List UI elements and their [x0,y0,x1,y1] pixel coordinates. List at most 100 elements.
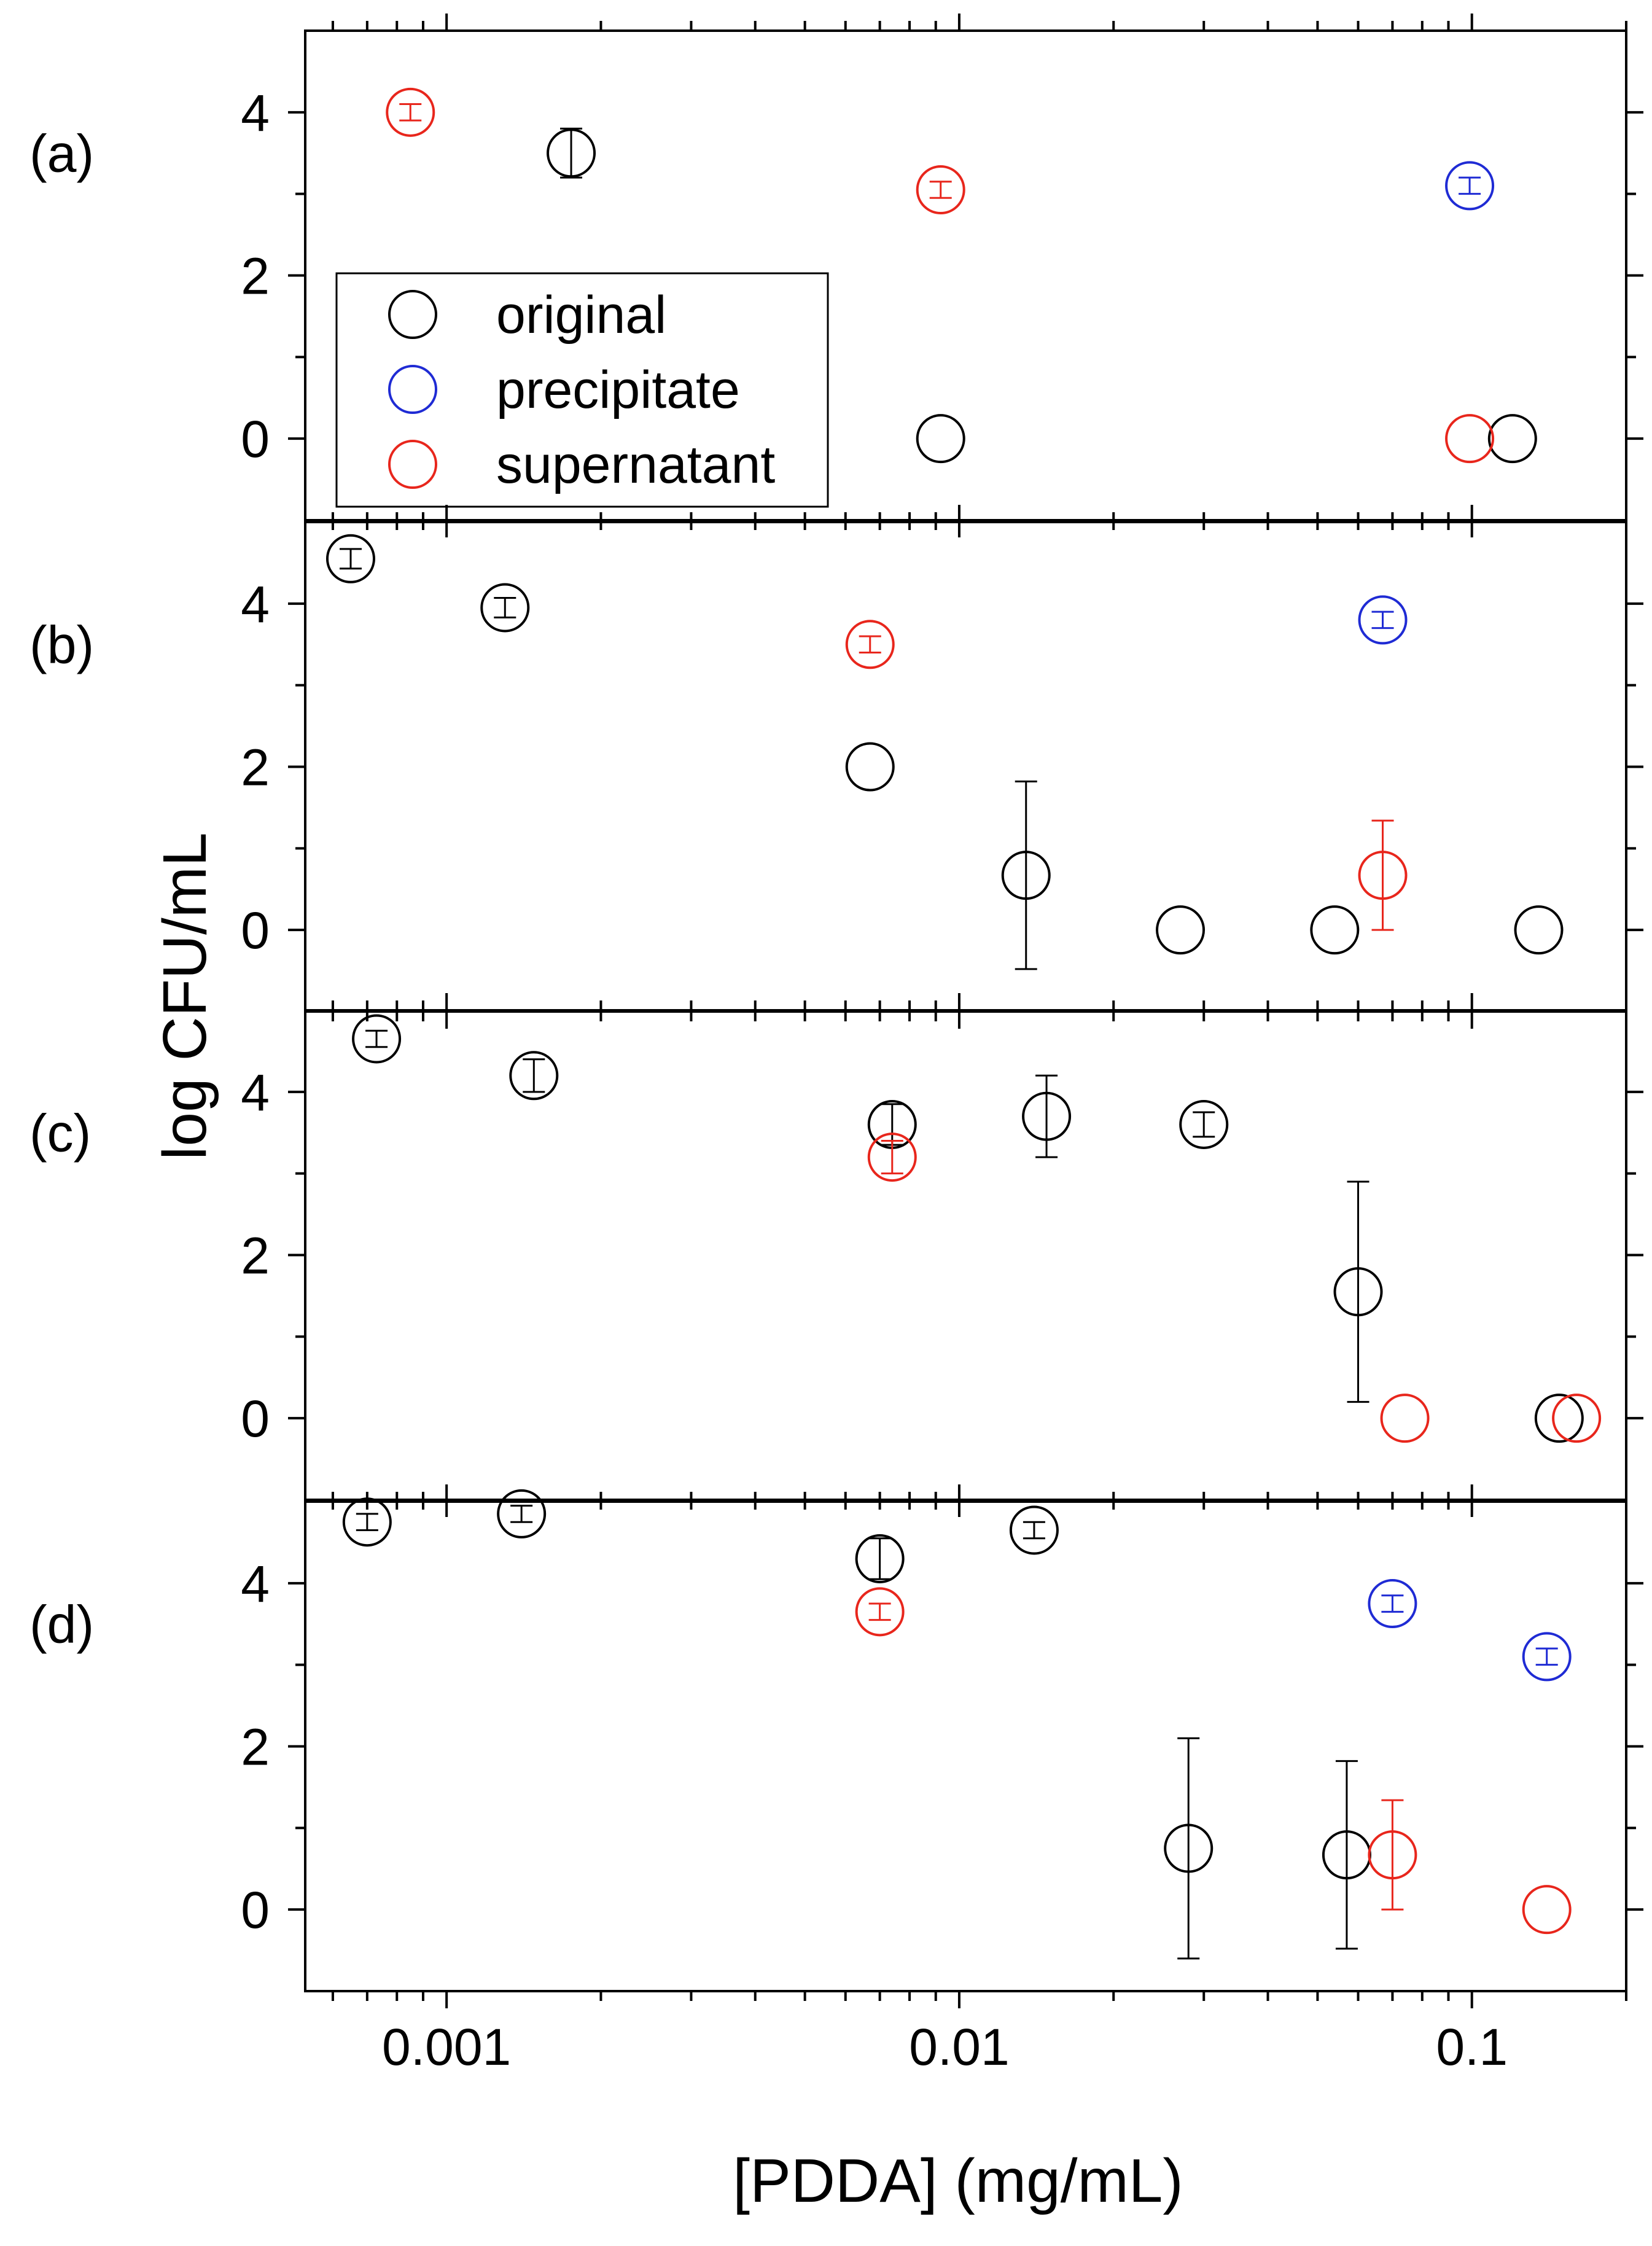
x-tick-label: 0.1 [1436,2018,1508,2076]
data-point-precipitate [1358,595,1408,645]
y-tick-label: 4 [241,84,270,142]
data-point-supernatant [855,1587,905,1637]
data-point-original [1514,905,1564,955]
data-point-supernatant [1368,1799,1417,1911]
data-point-original [916,414,965,464]
panels-layer: 0 2 4 (a) original precipitate supernatant 0 2 4 (… [29,14,1643,2076]
marker-supernatant [1368,1830,1417,1880]
data-point-supernatant [1445,414,1495,464]
data-point-supernatant [867,1133,917,1182]
y-tick-label: 4 [241,1555,270,1613]
data-point-supernatant [1380,1394,1430,1443]
marker-original [497,1489,547,1538]
y-tick-label: 2 [241,248,270,305]
data-point-original [509,1051,559,1101]
legend: original precipitate supernatant [335,272,829,508]
x-axis-label: [PDDA] (mg/mL) [733,2147,1183,2215]
y-tick-label: 0 [241,902,270,959]
marker-original [352,1014,402,1064]
marker-original [855,1534,905,1583]
marker-original [1487,414,1537,464]
y-tick-label: 4 [241,1064,270,1121]
data-point-precipitate [1522,1632,1572,1682]
marker-supernatant [1380,1394,1430,1443]
data-point-precipitate [1368,1579,1417,1629]
y-tick-label: 2 [241,1718,270,1776]
marker-precipitate [1368,1579,1417,1629]
marker-supernatant [1522,1885,1572,1935]
legend-box [335,272,829,508]
marker-supernatant [845,620,895,669]
marker-original [1310,905,1360,955]
data-point-supernatant [845,620,895,669]
data-point-original [845,742,895,792]
marker-supernatant [1358,851,1408,900]
marker-original [1022,1091,1072,1141]
data-point-precipitate [1445,161,1495,211]
marker-supernatant [1552,1394,1602,1443]
data-point-original [1156,905,1206,955]
y-tick-label: 2 [241,1227,270,1285]
marker-original [1009,1505,1059,1555]
data-point-original [547,127,596,179]
marker-supernatant [916,165,965,215]
data-point-original [1534,1394,1584,1443]
data-point-original [1001,780,1051,970]
panel-frame [304,1500,1627,1992]
legend-marker-original [388,290,437,339]
y-tick-label: 0 [241,410,270,468]
data-point-original [480,583,530,633]
data-point-original [342,1497,392,1547]
panel-d: 0 2 4 (d) [29,1484,1643,2008]
marker-original [1514,905,1564,955]
legend-label-precipitate: precipitate [496,361,740,419]
data-point-original [1179,1099,1229,1149]
marker-original [325,534,375,583]
panel-label: (c) [29,1104,91,1163]
data-point-supernatant [1552,1394,1602,1443]
marker-original [1001,851,1051,900]
marker-original [845,742,895,792]
marker-supernatant [1445,414,1495,464]
marker-supernatant [855,1587,905,1637]
x-tick-label: 0.01 [909,2018,1010,2076]
legend-label-supernatant: supernatant [496,435,775,494]
data-point-original [325,534,375,583]
panel-frame [304,1009,1627,1501]
marker-original [1534,1394,1584,1443]
marker-original [916,414,965,464]
y-axis-label: log CFU/mL [150,832,219,1160]
data-point-supernatant [1358,819,1408,931]
marker-precipitate [1358,595,1408,645]
data-point-original [1009,1505,1059,1555]
data-point-original [1022,1074,1072,1158]
y-tick-label: 2 [241,739,270,797]
marker-original [1179,1099,1229,1149]
data-point-original [1310,905,1360,955]
data-point-supernatant [916,165,965,215]
data-point-original [1164,1737,1214,1960]
marker-original [342,1497,392,1547]
data-point-original [1487,414,1537,464]
panel-c: 0 2 4 (c) [29,993,1643,1517]
marker-supernatant [867,1133,917,1182]
y-tick-label: 0 [241,1390,270,1448]
marker-original [1164,1823,1214,1873]
panel-label: (b) [29,615,94,674]
panel-a: 0 2 4 (a) original precipitate supernatant [29,14,1643,537]
data-point-original [855,1534,905,1583]
marker-precipitate [1445,161,1495,211]
y-tick-label: 0 [241,1881,270,1939]
x-tick-label: 0.001 [382,2018,511,2076]
marker-original [1333,1267,1383,1317]
y-tick-label: 4 [241,575,270,633]
legend-marker-precipitate [388,365,437,414]
marker-original [1156,905,1206,955]
panel-label: (d) [29,1595,94,1654]
data-point-original [497,1489,547,1538]
data-point-original [352,1014,402,1064]
data-point-supernatant [1522,1885,1572,1935]
marker-precipitate [1522,1632,1572,1682]
panel-frame [304,521,1627,1013]
